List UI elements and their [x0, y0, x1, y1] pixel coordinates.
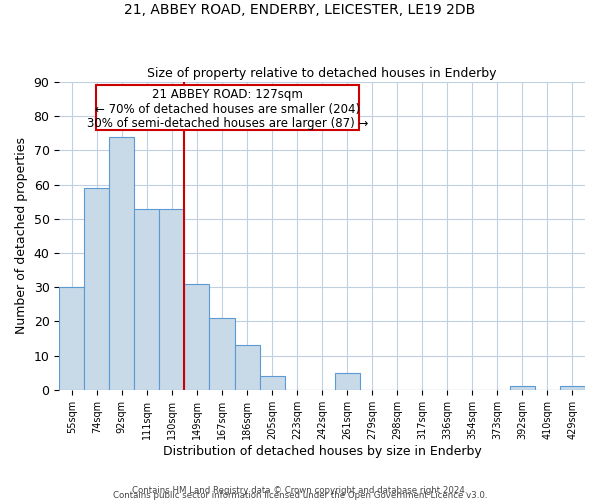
Bar	[560, 386, 585, 390]
Text: 21, ABBEY ROAD, ENDERBY, LEICESTER, LE19 2DB: 21, ABBEY ROAD, ENDERBY, LEICESTER, LE19…	[124, 2, 476, 16]
X-axis label: Distribution of detached houses by size in Enderby: Distribution of detached houses by size …	[163, 444, 482, 458]
Text: 30% of semi-detached houses are larger (87) →: 30% of semi-detached houses are larger (…	[87, 116, 368, 130]
Bar	[184, 284, 209, 390]
Title: Size of property relative to detached houses in Enderby: Size of property relative to detached ho…	[148, 66, 497, 80]
Y-axis label: Number of detached properties: Number of detached properties	[15, 138, 28, 334]
Bar	[59, 287, 85, 390]
Text: ← 70% of detached houses are smaller (204): ← 70% of detached houses are smaller (20…	[95, 102, 360, 116]
Bar	[109, 137, 134, 390]
FancyBboxPatch shape	[96, 85, 359, 130]
Bar	[160, 208, 184, 390]
Bar	[335, 372, 359, 390]
Bar	[235, 346, 260, 390]
Text: Contains public sector information licensed under the Open Government Licence v3: Contains public sector information licen…	[113, 491, 487, 500]
Text: Contains HM Land Registry data © Crown copyright and database right 2024.: Contains HM Land Registry data © Crown c…	[132, 486, 468, 495]
Bar	[510, 386, 535, 390]
Bar	[260, 376, 284, 390]
Bar	[85, 188, 109, 390]
Text: 21 ABBEY ROAD: 127sqm: 21 ABBEY ROAD: 127sqm	[152, 88, 303, 102]
Bar	[134, 208, 160, 390]
Bar	[209, 318, 235, 390]
